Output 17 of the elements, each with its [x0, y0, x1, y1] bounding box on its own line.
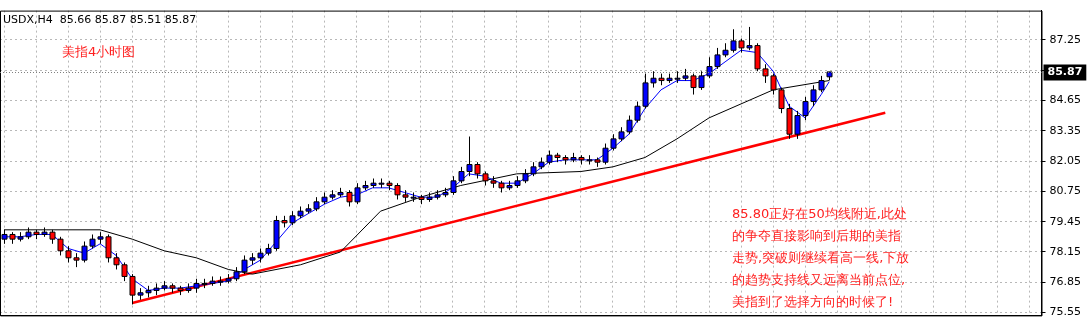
annotation: USDX,H4 85.66 85.87 85.51 85.87 — [3, 12, 197, 26]
y-tick-label: 76.85 — [1049, 275, 1082, 289]
y-tick-label: 82.05 — [1049, 153, 1082, 167]
ref-line-label: 85.87 — [1047, 65, 1083, 79]
annotation: 美指到了选择方向的时候了! — [732, 294, 894, 310]
annotation: 美指4小时图 — [62, 44, 136, 60]
y-tick-label: 83.35 — [1049, 123, 1082, 137]
y-tick-label: 79.45 — [1049, 214, 1082, 228]
y-tick-label: 78.15 — [1049, 244, 1082, 258]
y-tick-label: 75.55 — [1049, 305, 1082, 319]
y-tick-label: 80.75 — [1049, 184, 1082, 198]
y-tick-label: 84.65 — [1049, 93, 1082, 107]
annotation: 85.80正好在50均线附近,此处 — [732, 206, 907, 222]
annotation: 的趋势支持线又远离当前点位, — [732, 272, 906, 288]
annotation: 走势,突破则继续看高一线,下放 — [732, 250, 910, 266]
annotation: 的争夺直接影响到后期的美指 — [732, 228, 901, 244]
y-tick-label: 87.25 — [1049, 32, 1082, 46]
